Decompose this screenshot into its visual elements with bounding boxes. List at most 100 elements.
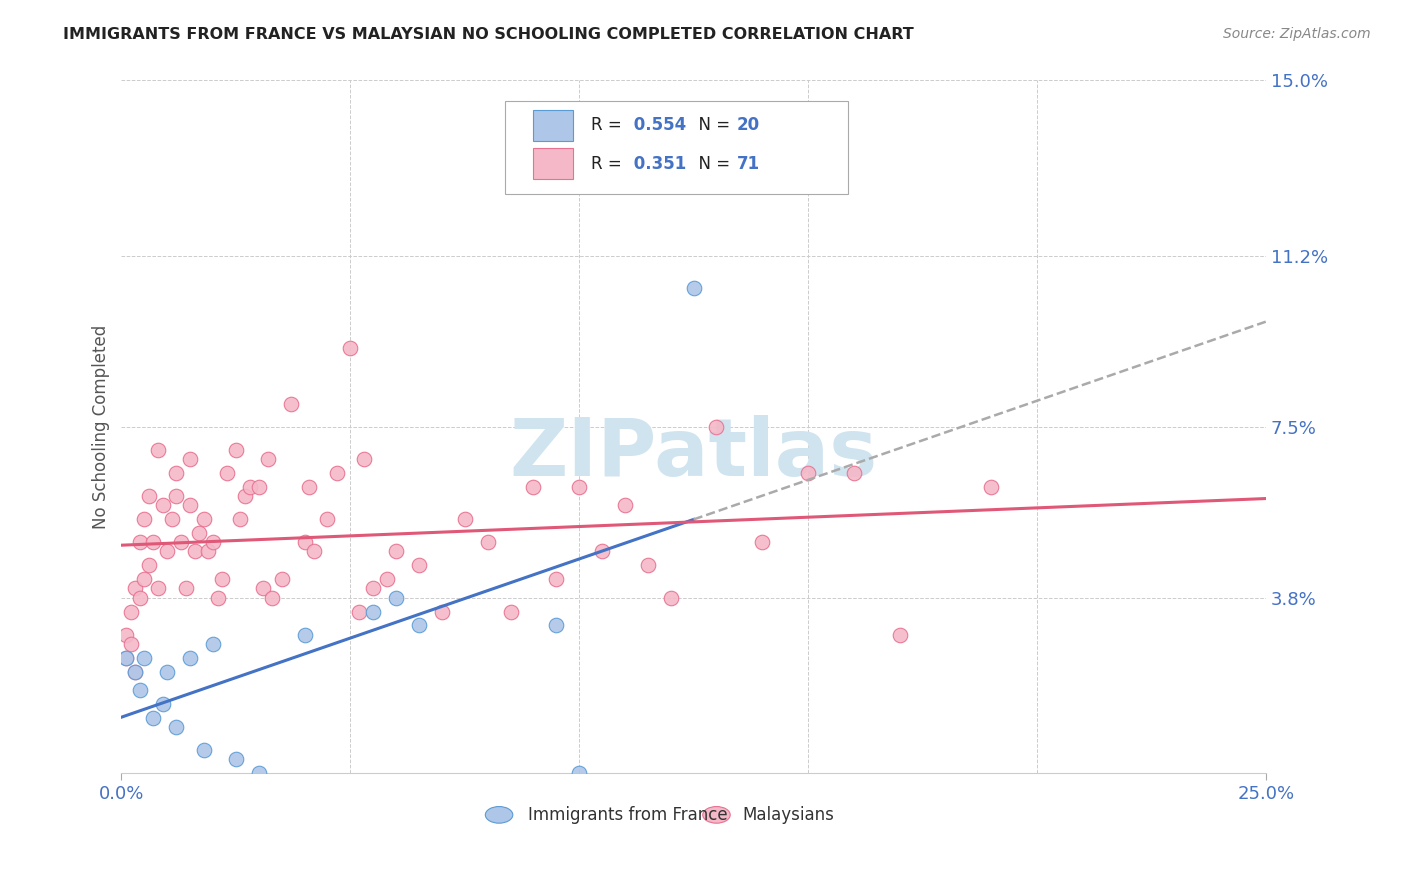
Point	[120, 637, 142, 651]
Point	[247, 766, 270, 780]
Point	[134, 512, 156, 526]
Point	[124, 665, 146, 679]
Point	[160, 512, 183, 526]
Point	[115, 650, 138, 665]
Point	[280, 396, 302, 410]
Point	[637, 558, 659, 573]
Point	[325, 466, 347, 480]
Point	[294, 627, 316, 641]
Point	[499, 605, 522, 619]
Point	[546, 572, 568, 586]
Y-axis label: No Schooling Completed: No Schooling Completed	[93, 325, 110, 529]
Point	[247, 480, 270, 494]
Point	[156, 544, 179, 558]
Point	[134, 572, 156, 586]
Text: 20: 20	[737, 117, 761, 135]
Point	[522, 480, 544, 494]
Point	[124, 665, 146, 679]
Point	[215, 466, 238, 480]
Text: 71: 71	[737, 154, 761, 173]
Bar	[533, 110, 574, 141]
Point	[115, 650, 138, 665]
Point	[146, 582, 169, 596]
Point	[156, 665, 179, 679]
Point	[408, 618, 430, 632]
Point	[257, 452, 280, 467]
Text: R =: R =	[591, 117, 627, 135]
Text: N =: N =	[688, 154, 735, 173]
Point	[233, 489, 256, 503]
Point	[454, 512, 477, 526]
Point	[361, 605, 384, 619]
Point	[353, 452, 375, 467]
Point	[270, 572, 292, 586]
Point	[385, 544, 408, 558]
Bar	[533, 148, 574, 179]
Point	[207, 591, 229, 605]
Point	[179, 650, 201, 665]
Point	[165, 720, 187, 734]
Point	[201, 637, 224, 651]
Point	[706, 419, 728, 434]
Point	[546, 618, 568, 632]
Point	[842, 466, 865, 480]
Point	[128, 535, 150, 549]
Point	[797, 466, 820, 480]
Point	[294, 535, 316, 549]
Point	[179, 498, 201, 512]
Text: R =: R =	[591, 154, 627, 173]
Point	[188, 525, 211, 540]
Text: Source: ZipAtlas.com: Source: ZipAtlas.com	[1223, 27, 1371, 41]
Point	[659, 591, 682, 605]
Point	[252, 582, 274, 596]
Point	[138, 558, 160, 573]
Point	[298, 480, 321, 494]
Point	[408, 558, 430, 573]
Point	[225, 442, 247, 457]
Point	[375, 572, 398, 586]
Point	[152, 498, 174, 512]
Point	[225, 752, 247, 766]
Point	[183, 544, 205, 558]
Point	[361, 582, 384, 596]
Point	[339, 341, 361, 355]
Point	[120, 605, 142, 619]
Point	[262, 591, 284, 605]
FancyBboxPatch shape	[505, 101, 848, 194]
Point	[134, 650, 156, 665]
Point	[229, 512, 252, 526]
Point	[889, 627, 911, 641]
Point	[591, 544, 613, 558]
Point	[568, 766, 591, 780]
Text: 0.351: 0.351	[628, 154, 686, 173]
Text: Malaysians: Malaysians	[742, 805, 835, 824]
Point	[142, 711, 165, 725]
Point	[193, 743, 215, 757]
Point	[349, 605, 371, 619]
Text: N =: N =	[688, 117, 735, 135]
Text: ZIPatlas: ZIPatlas	[509, 416, 877, 493]
Point	[128, 683, 150, 698]
Point	[138, 489, 160, 503]
Point	[170, 535, 193, 549]
Point	[165, 489, 187, 503]
Point	[613, 498, 636, 512]
Point	[124, 582, 146, 596]
Point	[193, 512, 215, 526]
Point	[174, 582, 197, 596]
Point	[115, 627, 138, 641]
Point	[179, 452, 201, 467]
Text: IMMIGRANTS FROM FRANCE VS MALAYSIAN NO SCHOOLING COMPLETED CORRELATION CHART: IMMIGRANTS FROM FRANCE VS MALAYSIAN NO S…	[63, 27, 914, 42]
Point	[751, 535, 773, 549]
Point	[477, 535, 499, 549]
Point	[146, 442, 169, 457]
Circle shape	[485, 806, 513, 823]
Point	[128, 591, 150, 605]
Text: 0.554: 0.554	[628, 117, 686, 135]
Point	[980, 480, 1002, 494]
Point	[302, 544, 325, 558]
Point	[142, 535, 165, 549]
Point	[385, 591, 408, 605]
Point	[239, 480, 262, 494]
Point	[197, 544, 219, 558]
